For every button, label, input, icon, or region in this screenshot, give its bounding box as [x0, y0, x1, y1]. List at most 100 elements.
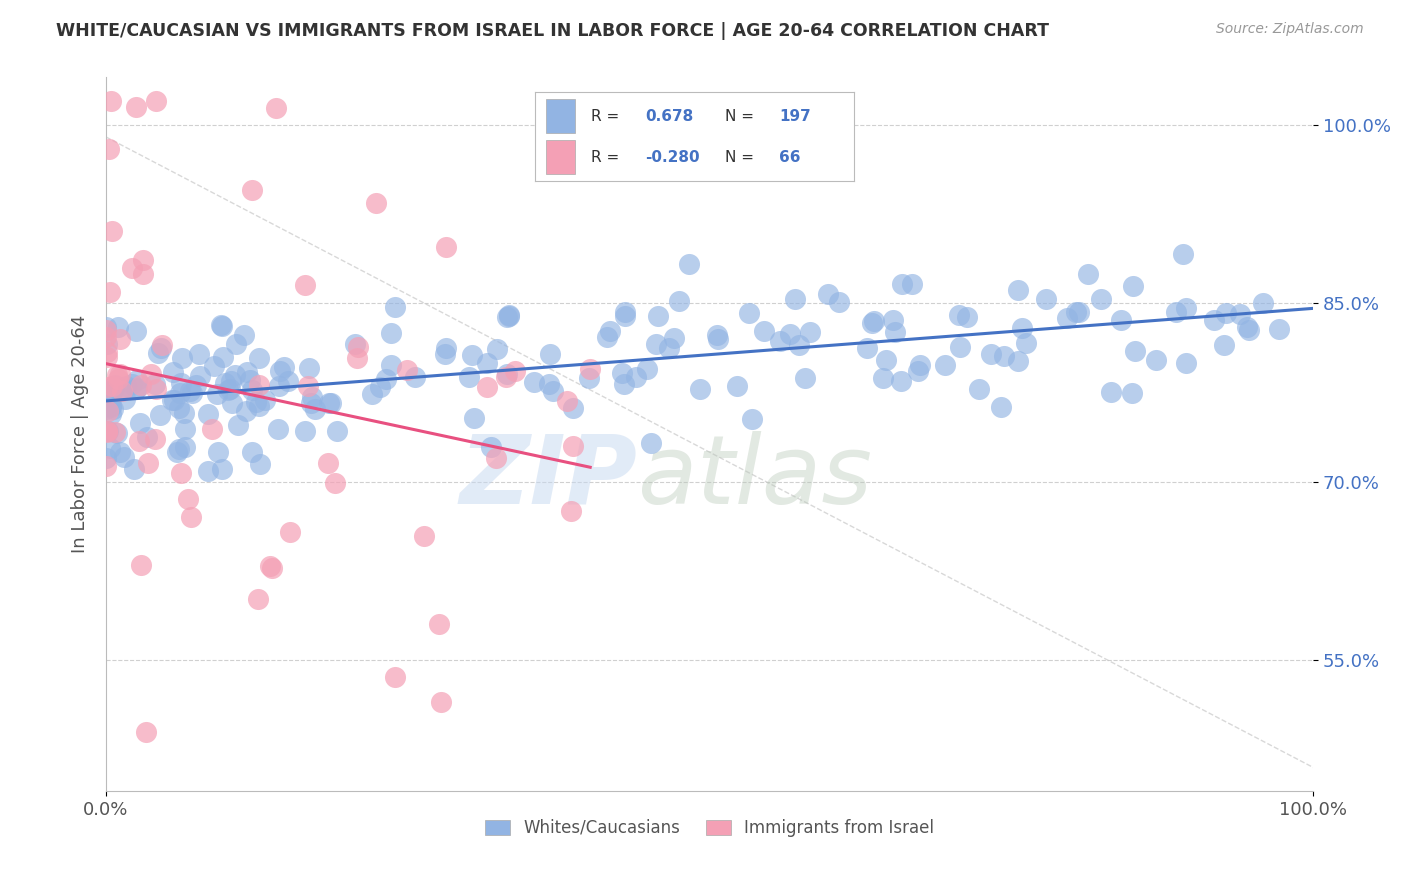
Point [1069, 305, 1091, 319]
Point [221, 396, 243, 410]
Point [908, 358, 931, 372]
Point [207, 387, 229, 401]
Point [430, 694, 453, 708]
Point [460, 348, 482, 362]
Point [174, 440, 197, 454]
Point [242, 383, 264, 397]
Point [404, 370, 426, 384]
Point [907, 364, 929, 378]
Point [346, 340, 368, 354]
Point [97, 142, 120, 156]
Point [1090, 292, 1112, 306]
Point [124, 462, 146, 476]
Point [319, 396, 342, 410]
Point [96, 337, 118, 351]
Point [522, 375, 544, 389]
Point [980, 347, 1002, 361]
Point [149, 341, 172, 355]
Point [236, 365, 259, 379]
Point [1236, 320, 1258, 334]
Point [96, 425, 118, 439]
Point [1007, 283, 1029, 297]
Point [211, 462, 233, 476]
Point [278, 525, 301, 540]
Point [224, 368, 246, 382]
Point [1123, 343, 1146, 358]
Point [1064, 305, 1087, 319]
Point [94, 329, 117, 343]
Point [364, 196, 387, 211]
Point [170, 351, 193, 366]
Point [785, 292, 807, 306]
Point [890, 374, 912, 388]
Point [98, 285, 121, 300]
Point [1011, 321, 1033, 335]
Point [94, 323, 117, 337]
Point [97, 395, 120, 409]
Point [599, 324, 621, 338]
Point [647, 309, 669, 323]
Point [101, 401, 124, 416]
Point [163, 393, 186, 408]
Point [125, 100, 148, 114]
Point [129, 416, 152, 430]
Point [100, 400, 122, 414]
Point [384, 670, 406, 684]
Point [725, 379, 748, 393]
Point [1164, 304, 1187, 318]
Point [644, 337, 666, 351]
Point [173, 406, 195, 420]
Point [269, 364, 291, 378]
Point [180, 385, 202, 400]
Point [146, 346, 169, 360]
Point [579, 361, 602, 376]
Point [326, 424, 349, 438]
Text: atlas: atlas [637, 431, 872, 524]
Point [1175, 301, 1198, 316]
Point [668, 294, 690, 309]
Point [412, 528, 434, 542]
Point [434, 342, 457, 356]
Point [100, 407, 122, 421]
Point [225, 337, 247, 351]
Point [169, 386, 191, 401]
Point [503, 364, 526, 378]
Point [239, 373, 262, 387]
Point [429, 617, 451, 632]
Point [127, 373, 149, 387]
Point [1237, 323, 1260, 337]
Point [485, 342, 508, 356]
Point [856, 341, 879, 355]
Point [298, 360, 321, 375]
Point [610, 366, 633, 380]
Point [259, 559, 281, 574]
Point [143, 377, 166, 392]
Text: WHITE/CAUCASIAN VS IMMIGRANTS FROM ISRAEL IN LABOR FORCE | AGE 20-64 CORRELATION: WHITE/CAUCASIAN VS IMMIGRANTS FROM ISRAE… [56, 22, 1049, 40]
Point [170, 376, 193, 391]
Point [96, 451, 118, 466]
Point [304, 402, 326, 417]
Point [249, 457, 271, 471]
Point [107, 372, 129, 386]
Point [741, 412, 763, 426]
Point [1144, 353, 1167, 368]
Point [160, 392, 183, 407]
Point [115, 379, 138, 393]
Point [247, 377, 270, 392]
Point [173, 422, 195, 436]
Point [967, 382, 990, 396]
Point [636, 362, 658, 376]
Point [1015, 335, 1038, 350]
Point [197, 464, 219, 478]
Point [1099, 384, 1122, 399]
Point [277, 374, 299, 388]
Point [380, 358, 402, 372]
Point [1007, 354, 1029, 368]
Point [219, 382, 242, 396]
Point [948, 309, 970, 323]
Point [197, 408, 219, 422]
Point [862, 314, 884, 328]
Point [1175, 356, 1198, 370]
Point [890, 277, 912, 292]
Point [111, 381, 134, 395]
